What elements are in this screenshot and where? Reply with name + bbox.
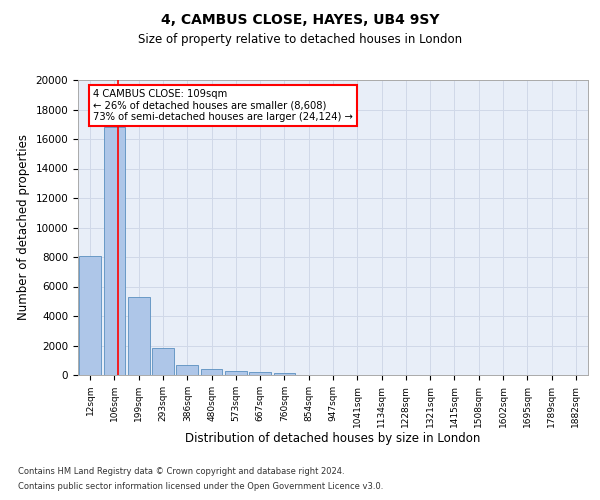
Bar — [225, 370, 247, 375]
Bar — [274, 372, 295, 375]
Text: Contains HM Land Registry data © Crown copyright and database right 2024.: Contains HM Land Registry data © Crown c… — [18, 467, 344, 476]
Text: 4, CAMBUS CLOSE, HAYES, UB4 9SY: 4, CAMBUS CLOSE, HAYES, UB4 9SY — [161, 12, 439, 26]
Bar — [176, 364, 198, 375]
Y-axis label: Number of detached properties: Number of detached properties — [17, 134, 30, 320]
Bar — [249, 372, 271, 375]
Text: Size of property relative to detached houses in London: Size of property relative to detached ho… — [138, 32, 462, 46]
Bar — [104, 127, 125, 375]
Text: 4 CAMBUS CLOSE: 109sqm
← 26% of detached houses are smaller (8,608)
73% of semi-: 4 CAMBUS CLOSE: 109sqm ← 26% of detached… — [94, 89, 353, 122]
Bar — [128, 297, 149, 375]
X-axis label: Distribution of detached houses by size in London: Distribution of detached houses by size … — [185, 432, 481, 446]
Bar — [152, 348, 174, 375]
Bar — [200, 370, 223, 375]
Bar — [79, 256, 101, 375]
Text: Contains public sector information licensed under the Open Government Licence v3: Contains public sector information licen… — [18, 482, 383, 491]
